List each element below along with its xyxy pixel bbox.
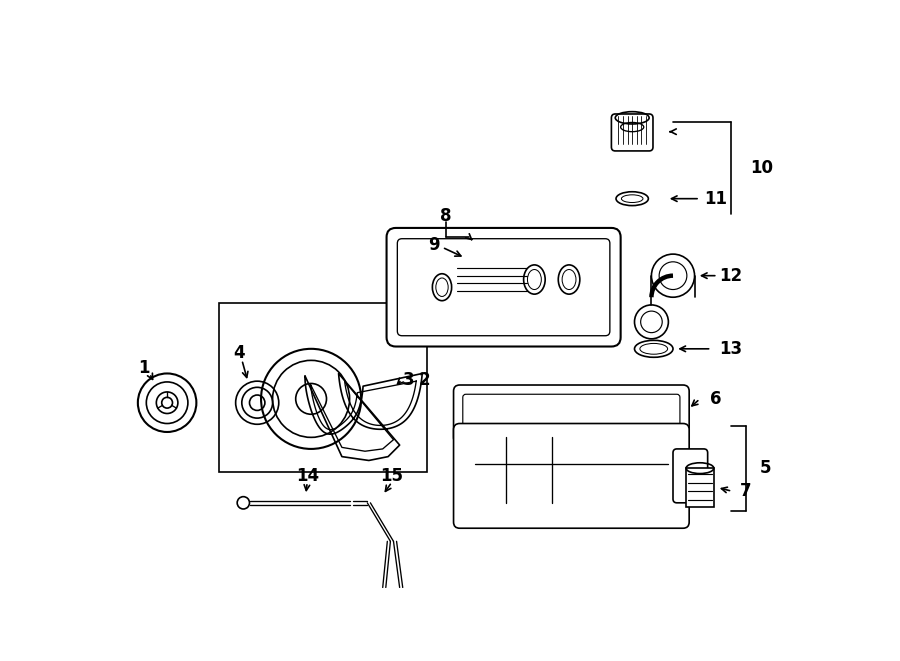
FancyBboxPatch shape [463,394,680,434]
Text: 5: 5 [760,459,771,477]
Text: 14: 14 [296,467,319,485]
FancyBboxPatch shape [673,449,707,503]
FancyBboxPatch shape [454,424,689,528]
FancyBboxPatch shape [611,114,653,151]
Text: 6: 6 [709,390,721,408]
Text: 8: 8 [440,208,452,225]
Text: 9: 9 [428,236,440,254]
Text: 4: 4 [234,344,246,362]
Text: 15: 15 [381,467,403,485]
Bar [686,468,714,507]
Text: 2: 2 [418,371,430,389]
FancyBboxPatch shape [397,239,610,336]
FancyBboxPatch shape [387,228,621,346]
Text: 3: 3 [403,371,415,389]
Text: 10: 10 [750,159,773,177]
Text: 11: 11 [704,190,727,208]
Text: 7: 7 [741,483,752,500]
Text: 12: 12 [719,266,742,285]
FancyBboxPatch shape [454,385,689,444]
Text: 1: 1 [139,359,149,377]
Text: 13: 13 [719,340,742,358]
Bar [219,303,427,472]
